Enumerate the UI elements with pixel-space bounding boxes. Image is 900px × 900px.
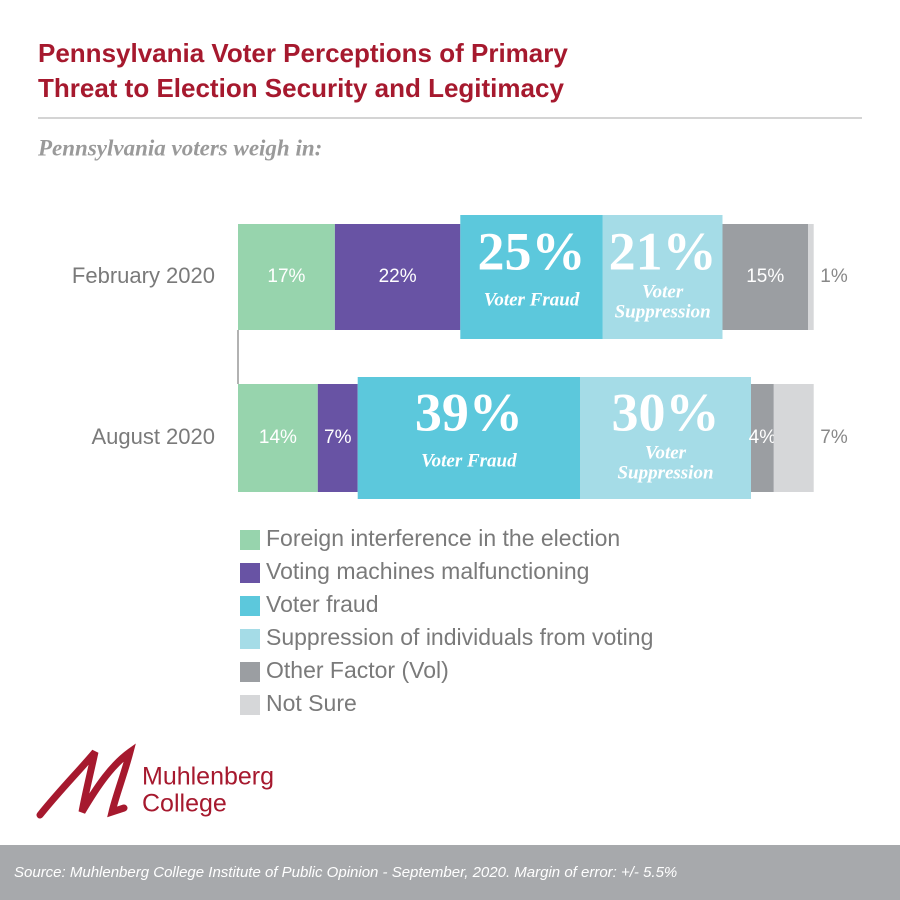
legend-label: Other Factor (Vol) <box>266 657 449 683</box>
value-label: 14% <box>259 427 297 448</box>
legend-swatch <box>240 596 260 616</box>
value-label: 15% <box>746 266 784 287</box>
bar-segment <box>238 384 318 492</box>
legend-label: Suppression of individuals from voting <box>266 624 653 650</box>
logo-text: Muhlenberg <box>142 763 274 791</box>
value-label: 39% <box>415 382 523 442</box>
bar-annotation: Voter Fraud <box>421 450 517 471</box>
value-label: 17% <box>267 266 305 287</box>
legend-label: Voter fraud <box>266 591 379 617</box>
bar-annotation: Voter <box>642 281 684 302</box>
legend-label: Foreign interference in the election <box>266 525 620 551</box>
value-label: 1% <box>820 266 848 287</box>
logo-text: College <box>142 790 227 818</box>
legend-swatch <box>240 530 260 550</box>
bar-segment <box>317 384 358 492</box>
logo-mark <box>36 743 136 819</box>
value-label: 25% <box>478 221 586 281</box>
bar-segment <box>773 384 814 492</box>
category-label: February 2020 <box>72 263 215 288</box>
legend-swatch <box>240 629 260 649</box>
bar-segment <box>238 224 335 330</box>
bar-segment <box>722 224 808 330</box>
legend-swatch <box>240 695 260 715</box>
bar-segment <box>602 215 723 339</box>
bar-segment <box>580 377 751 499</box>
bar-segment <box>357 377 580 499</box>
subtitle: Pennsylvania voters weigh in: <box>37 135 322 160</box>
bar-segment <box>808 224 814 330</box>
value-label: 21% <box>609 221 717 281</box>
legend-label: Not Sure <box>266 690 357 716</box>
bar-annotation: Suppression <box>615 301 711 322</box>
footer-band <box>0 845 900 900</box>
bar-annotation: Voter Fraud <box>484 289 580 310</box>
legend-label: Voting machines malfunctioning <box>266 558 589 584</box>
bar-segment <box>334 224 461 330</box>
value-label: 4% <box>749 427 777 448</box>
source: Source: Muhlenberg College Institute of … <box>14 864 677 881</box>
value-label: 7% <box>324 427 352 448</box>
value-label: 22% <box>379 266 417 287</box>
category-label: August 2020 <box>91 424 215 449</box>
legend-swatch <box>240 563 260 583</box>
chart-title: Pennsylvania Voter Perceptions of Primar… <box>38 38 568 103</box>
bar-annotation: Voter <box>645 442 687 463</box>
value-label: 7% <box>820 427 848 448</box>
bar-annotation: Suppression <box>617 462 713 483</box>
value-label: 30% <box>612 382 720 442</box>
bar-segment <box>460 215 603 339</box>
bar-segment <box>751 384 774 492</box>
legend-swatch <box>240 662 260 682</box>
